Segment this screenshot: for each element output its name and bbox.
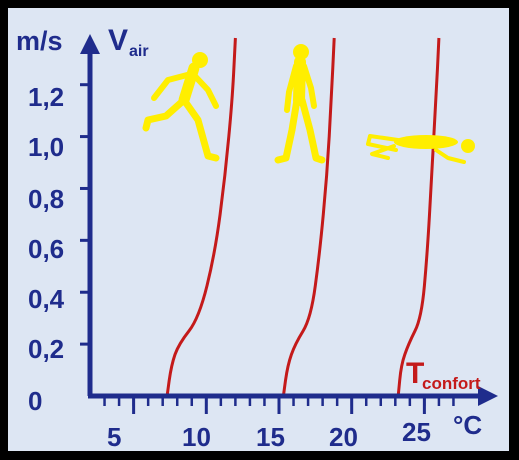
x-tick-label: 10 [182, 422, 211, 451]
comfort-curve-2 [281, 37, 336, 397]
y-tick-label: 0,2 [28, 334, 64, 364]
y-tick-label: 0,4 [28, 284, 65, 314]
y-axis-arrow [80, 34, 100, 54]
comfort-curve-3 [396, 37, 441, 397]
x-tick-label: 20 [329, 422, 358, 451]
walking-person-icon [274, 44, 326, 164]
y-tick-label: 1,0 [28, 132, 64, 162]
y-axis-title: V [108, 24, 128, 57]
x-tick-label: 25 [402, 417, 431, 447]
x-tick-label: 15 [256, 422, 285, 451]
x-axis-title-sub: confort [422, 374, 481, 393]
x-tick-labels: 5 10 15 20 25 [107, 417, 431, 451]
y-tick-label: 0 [28, 386, 42, 416]
comfort-chart: m/s V air T confort °C 0 0,2 0,4 0,6 0,8… [16, 24, 498, 451]
major-ticks [80, 83, 426, 414]
y-tick-label: 1,2 [28, 82, 64, 112]
y-tick-label: 0,6 [28, 234, 64, 264]
comfort-curve-1 [165, 37, 237, 397]
x-axis-title: T [406, 357, 424, 390]
axes [80, 34, 498, 406]
y-tick-labels: 0 0,2 0,4 0,6 0,8 1,0 1,2 [28, 82, 65, 416]
x-tick-label: 5 [107, 422, 121, 451]
x-unit-label: °C [453, 410, 482, 440]
y-axis-title-sub: air [129, 43, 149, 60]
y-tick-label: 0,8 [28, 184, 64, 214]
chart-frame: m/s V air T confort °C 0 0,2 0,4 0,6 0,8… [8, 8, 509, 451]
x-axis-arrow [478, 386, 498, 406]
lying-person-icon [366, 134, 475, 164]
running-person-icon [142, 52, 220, 162]
y-unit-label: m/s [16, 26, 63, 56]
